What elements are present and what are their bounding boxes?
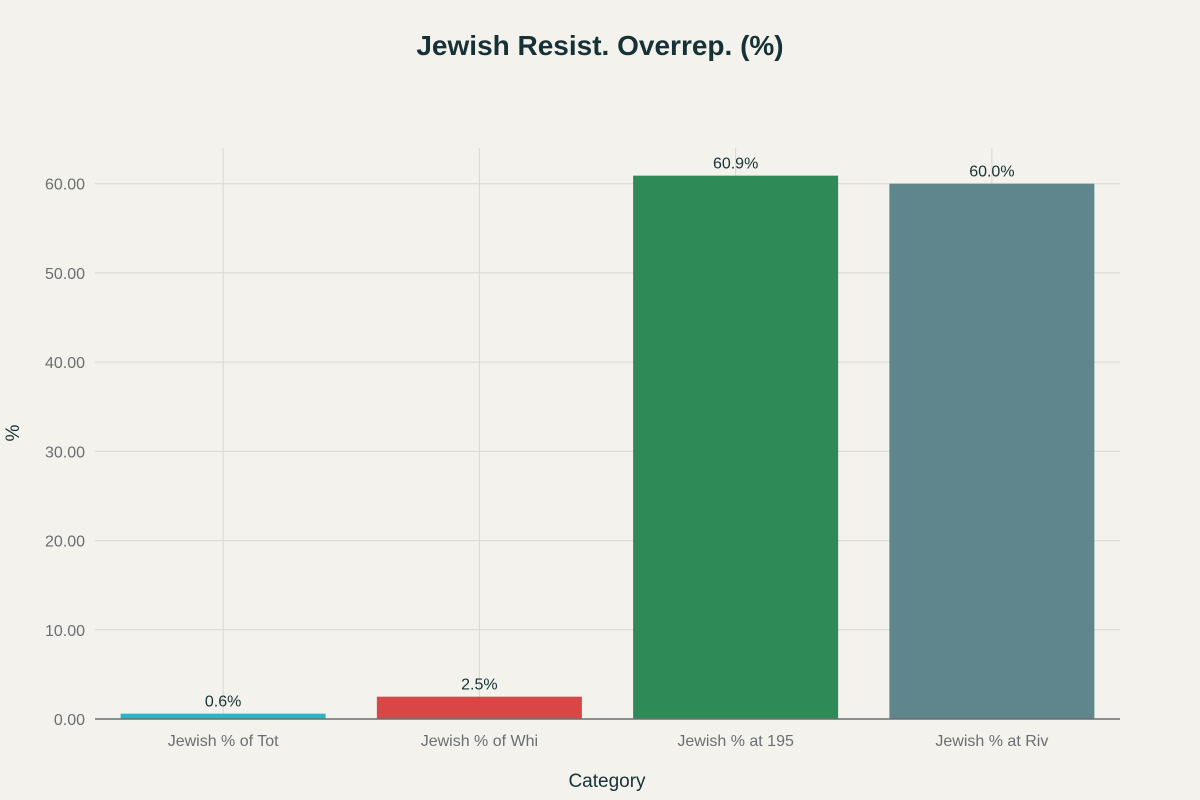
y-tick-label: 10.00 [45,623,85,640]
chart-title: Jewish Resist. Overrep. (%) [416,30,784,61]
x-tick-label: Jewish % at Riv [935,733,1048,750]
data-label: 0.6% [205,694,241,711]
y-tick-label: 20.00 [45,534,85,551]
x-axis-title: Category [568,771,646,792]
bar [889,183,1095,719]
data-label: 2.5% [461,677,497,694]
bar [376,696,582,719]
bar [120,713,326,719]
y-tick-label: 30.00 [45,444,85,461]
y-tick-label: 40.00 [45,355,85,372]
x-tick-label: Jewish % at 195 [677,733,794,750]
y-tick-label: 60.00 [45,177,85,194]
data-label: 60.0% [969,164,1014,181]
data-label: 60.9% [713,156,758,173]
y-axis-title: % [3,424,24,441]
x-tick-label: Jewish % of Tot [168,733,279,750]
axes: 0.00 10.00 20.00 30.00 40.00 50.00 60.00 Jewish… [45,177,1120,750]
y-tick-label: 50.00 [45,266,85,283]
x-tick-label: Jewish % of Whi [421,733,538,750]
bars [120,175,1095,719]
bar [633,175,839,719]
data-labels: 0.6% 2.5% 60.9% 60.0% [205,156,1015,711]
y-tick-label: 0.00 [54,712,85,729]
